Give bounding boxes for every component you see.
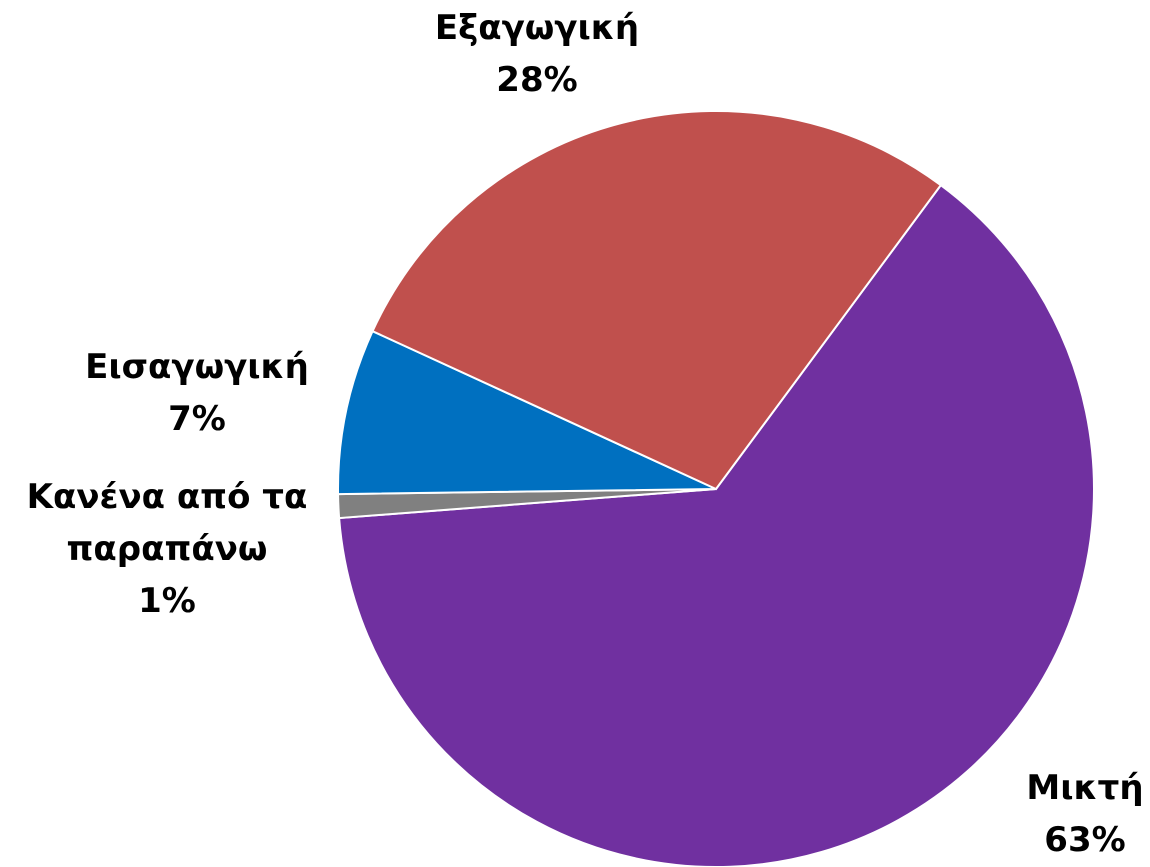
- value-label: 63%: [1044, 820, 1126, 860]
- pie-slice: [337, 329, 717, 496]
- pie-slice: [371, 110, 943, 491]
- slice-label: Μικτή 63%: [920, 762, 1150, 866]
- category-label: Κανένα από τα παραπάνω: [26, 477, 308, 569]
- value-label: 7%: [168, 399, 226, 439]
- value-label: 28%: [496, 60, 578, 100]
- slice-label: Εξαγωγική 28%: [372, 2, 702, 106]
- value-label: 1%: [138, 581, 196, 621]
- category-label: Εισαγωγική: [85, 347, 309, 387]
- category-label: Μικτή: [1026, 768, 1144, 808]
- category-label: Εξαγωγική: [434, 8, 640, 48]
- pie-slice: [338, 183, 1095, 867]
- slice-label: Κανένα από τα παραπάνω 1%: [2, 471, 332, 627]
- slice-label: Εισαγωγική 7%: [32, 341, 362, 445]
